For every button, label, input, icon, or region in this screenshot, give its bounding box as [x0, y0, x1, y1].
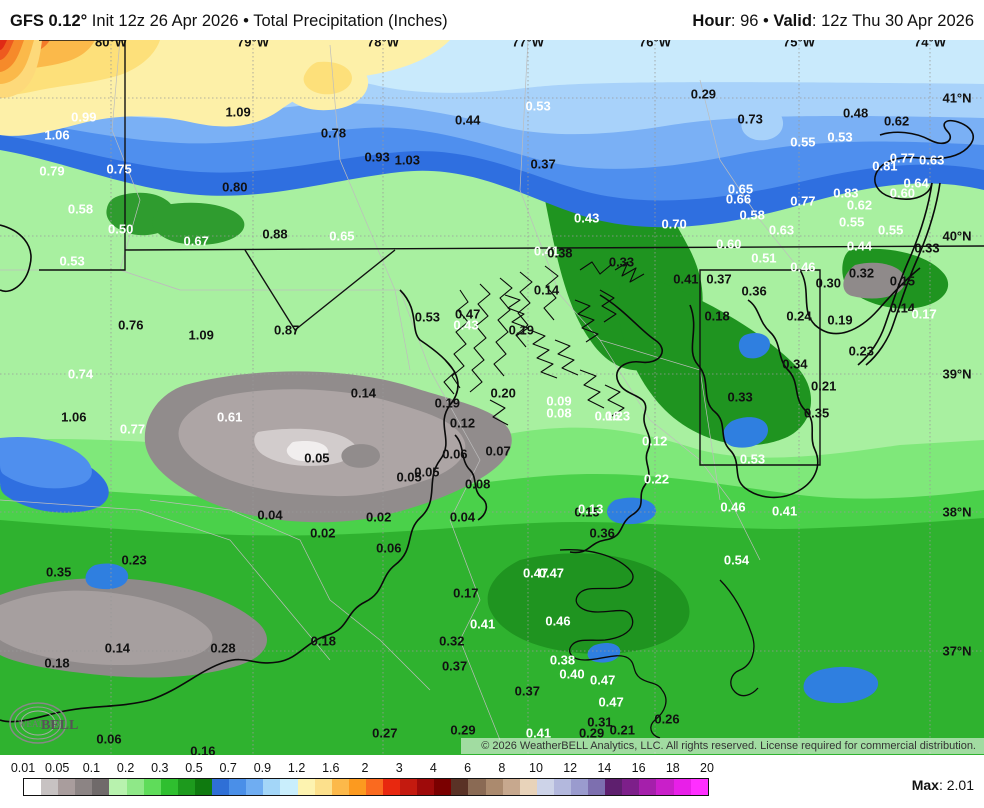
svg-text:BELL: BELL [41, 718, 78, 733]
